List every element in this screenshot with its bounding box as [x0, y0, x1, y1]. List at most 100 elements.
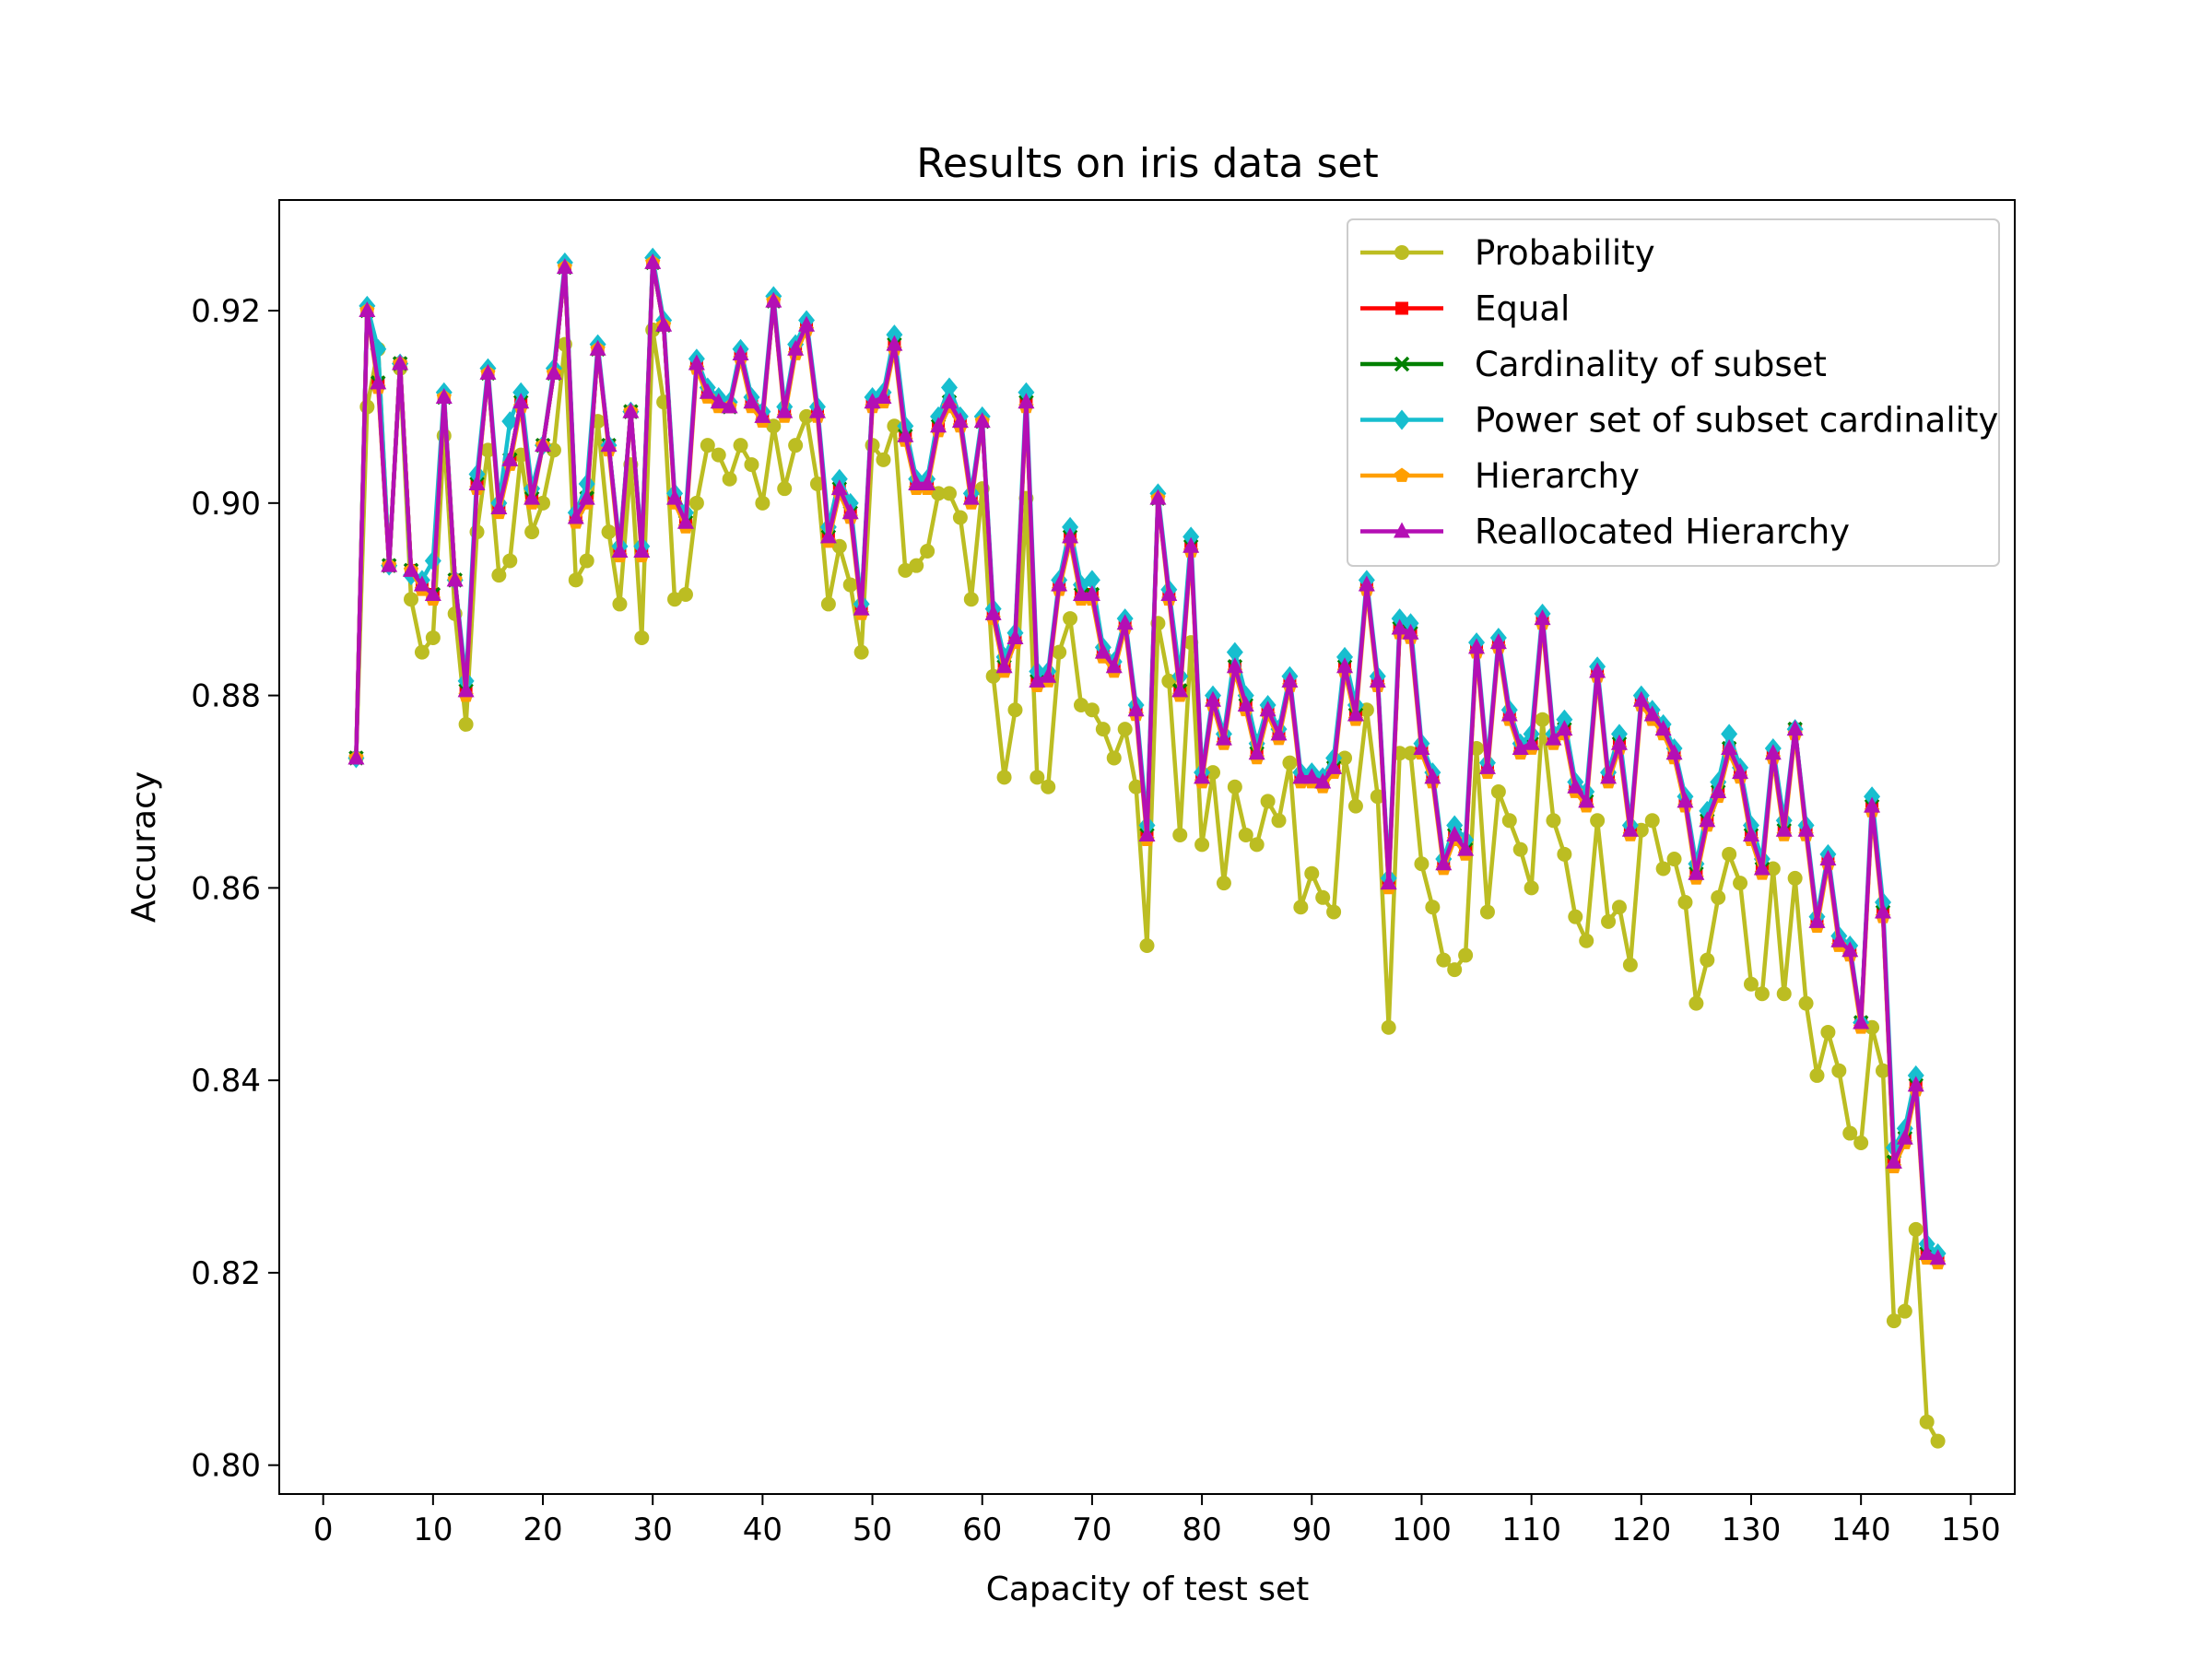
- data-point: [524, 524, 540, 540]
- data-point: [1907, 1065, 1924, 1086]
- data-point: [414, 644, 429, 660]
- data-point: [1425, 900, 1441, 915]
- data-point: [1260, 794, 1276, 809]
- data-point: [1524, 880, 1539, 896]
- data-point: [567, 508, 584, 524]
- data-point: [480, 442, 496, 458]
- data-point: [1084, 702, 1100, 718]
- data-point: [1710, 782, 1727, 798]
- x-tick-label: 110: [1501, 1512, 1561, 1548]
- data-point: [1842, 1125, 1858, 1141]
- data-point: [1083, 584, 1100, 601]
- data-point: [1063, 611, 1078, 627]
- data-point: [490, 499, 508, 515]
- data-point: [1083, 570, 1100, 591]
- data-point: [1775, 820, 1793, 837]
- data-point: [1062, 527, 1079, 544]
- data-point: [1841, 941, 1859, 958]
- data-point: [579, 553, 594, 569]
- data-point: [1095, 722, 1111, 737]
- data-point: [501, 411, 519, 432]
- data-point: [381, 556, 398, 572]
- data-point: [1700, 952, 1715, 968]
- legend-marker: [1395, 301, 1408, 315]
- data-point: [1743, 976, 1759, 992]
- data-point: [1556, 709, 1573, 730]
- data-point: [962, 488, 980, 505]
- data-point: [876, 452, 891, 467]
- y-tick-label: 0.84: [191, 1063, 261, 1100]
- x-tick-label: 140: [1831, 1512, 1891, 1548]
- data-point: [1468, 638, 1486, 654]
- data-point: [1270, 724, 1288, 741]
- x-tick-label: 150: [1941, 1512, 2001, 1548]
- data-point: [556, 258, 573, 275]
- data-point: [1512, 841, 1528, 857]
- data-point: [710, 393, 727, 409]
- data-point: [733, 438, 748, 453]
- data-point: [458, 716, 474, 732]
- data-point: [446, 571, 464, 587]
- data-point: [1501, 813, 1517, 829]
- x-tick-label: 50: [853, 1512, 892, 1548]
- data-point: [908, 474, 925, 490]
- data-point: [1458, 947, 1474, 963]
- data-point: [688, 495, 704, 511]
- data-point: [973, 412, 991, 429]
- x-axis: 0 10 20 30 40 50 60 70 80 90 100 110 120 130 140 150: [313, 1494, 2001, 1548]
- data-point: [1314, 772, 1332, 789]
- x-tick-label: 80: [1182, 1512, 1221, 1548]
- x-tick-label: 120: [1611, 1512, 1671, 1548]
- data-point: [1786, 720, 1804, 736]
- data-point: [1567, 777, 1584, 794]
- data-point: [1512, 739, 1529, 756]
- data-point: [1215, 729, 1232, 746]
- data-point: [1622, 957, 1638, 972]
- data-point: [1105, 657, 1123, 674]
- data-point: [776, 402, 794, 418]
- data-point: [830, 468, 848, 489]
- data-point: [1919, 1414, 1935, 1430]
- data-point: [1885, 1152, 1902, 1169]
- data-point: [898, 562, 913, 578]
- data-point: [1106, 750, 1122, 766]
- data-point: [1753, 859, 1771, 876]
- data-point: [940, 377, 958, 398]
- data-point: [1436, 952, 1452, 968]
- data-point: [622, 402, 640, 418]
- data-point: [787, 339, 805, 356]
- x-tick-label: 0: [313, 1512, 334, 1548]
- x-tick-label: 60: [962, 1512, 1002, 1548]
- data-point: [611, 542, 629, 559]
- data-point: [1754, 986, 1770, 1002]
- data-point: [1853, 1013, 1870, 1030]
- data-point: [1546, 813, 1561, 829]
- data-point: [830, 479, 848, 496]
- data-point: [798, 315, 816, 332]
- data-point: [1699, 811, 1716, 828]
- data-point: [1282, 755, 1298, 771]
- data-point: [1117, 722, 1133, 737]
- data-point: [633, 542, 651, 559]
- data-point: [995, 657, 1013, 674]
- data-point: [1886, 1313, 1901, 1329]
- data-point: [886, 335, 903, 351]
- data-point: [1644, 813, 1660, 829]
- data-point: [1041, 779, 1056, 794]
- data-point: [1601, 913, 1617, 929]
- data-point: [601, 524, 617, 540]
- data-point: [1303, 768, 1321, 784]
- data-point: [1446, 825, 1464, 841]
- data-point: [1325, 758, 1343, 774]
- data-point: [886, 324, 903, 346]
- data-point: [667, 592, 683, 607]
- data-point: [359, 301, 376, 318]
- x-tick-label: 130: [1722, 1512, 1782, 1548]
- data-point: [777, 481, 793, 497]
- data-point: [1733, 876, 1748, 891]
- data-point: [808, 402, 826, 418]
- data-point: [1557, 846, 1572, 862]
- data-point: [1479, 904, 1495, 920]
- data-point: [403, 560, 420, 577]
